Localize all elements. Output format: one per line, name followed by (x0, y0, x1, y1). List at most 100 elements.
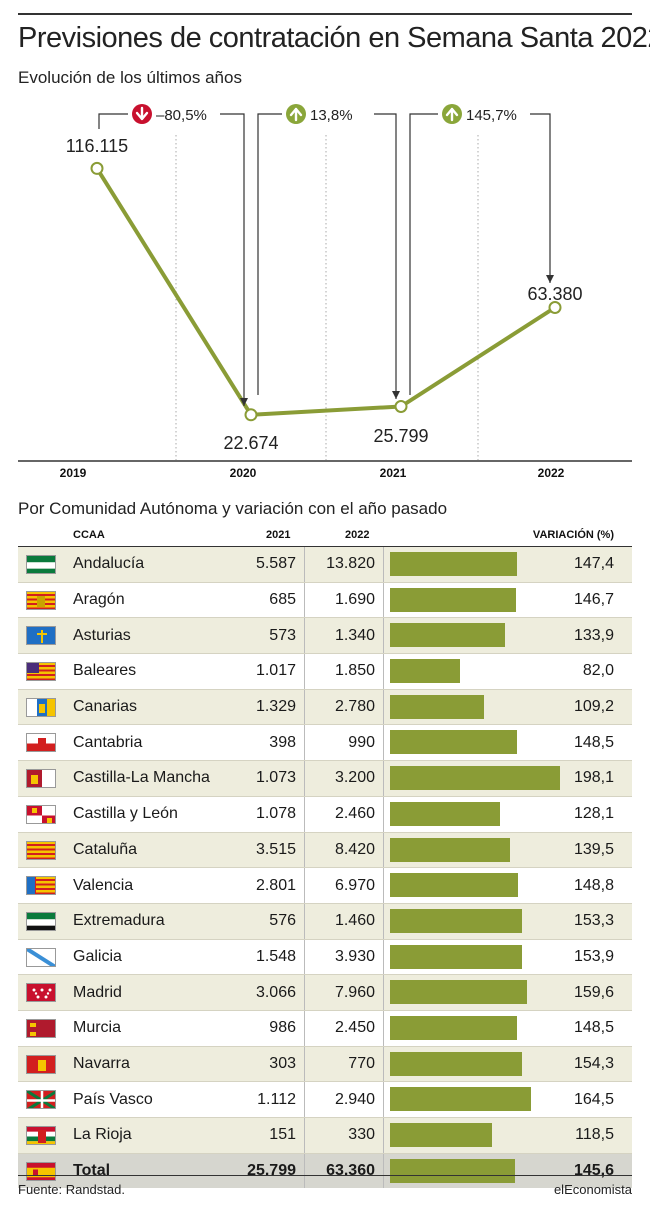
variation-bar (390, 908, 522, 933)
variation-bar (390, 801, 500, 826)
variation-value: 159,6 (573, 983, 614, 1001)
change-connector (98, 113, 128, 129)
value-2022: 7.960 (305, 975, 384, 1010)
value-2021: 576 (228, 903, 305, 939)
value-2021: 1.073 (228, 761, 305, 796)
variation-bar (390, 944, 523, 969)
x-tick-label: 2021 (380, 466, 407, 480)
variation-value: 198,1 (573, 769, 614, 787)
ccaa-name: Extremadura (73, 912, 165, 930)
table-row: País Vasco 1.112 2.940 164,5 (18, 1082, 632, 1118)
x-tick-label: 2019 (60, 466, 87, 480)
series-line (95, 167, 557, 417)
table-section-title: Por Comunidad Autónoma y variación con e… (18, 499, 448, 518)
variation-value: 164,5 (573, 1090, 614, 1108)
value-2022: 3.200 (305, 761, 384, 796)
header-ccaa: CCAA (73, 529, 105, 541)
value-2022: 2.460 (305, 796, 384, 832)
table-row: Madrid 3.066 7.960 159,6 (18, 975, 632, 1011)
arrowhead-icon (546, 275, 554, 283)
value-2022: 1.460 (305, 903, 384, 939)
variation-value: 148,8 (573, 876, 614, 894)
value-2021: 986 (228, 1010, 305, 1046)
data-label: 63.380 (527, 284, 582, 304)
variation-bar (390, 873, 518, 898)
variation-value: 146,7 (573, 591, 614, 609)
value-2022: 2.940 (305, 1082, 384, 1117)
bottom-rule (18, 1175, 632, 1176)
top-rule (18, 13, 632, 15)
value-2022: 990 (305, 725, 384, 761)
ccaa-name: Aragón (73, 591, 125, 609)
value-2022: 2.780 (305, 689, 384, 725)
value-2022: 770 (305, 1046, 384, 1082)
variation-bar (390, 1015, 518, 1040)
value-2021: 3.066 (228, 975, 305, 1010)
ccaa-name: Asturias (73, 626, 131, 644)
table-row: La Rioja 151 330 118,5 (18, 1118, 632, 1154)
galicia-flag (26, 947, 56, 967)
source-note: Fuente: Randstad. (18, 1182, 125, 1197)
madrid-flag (26, 983, 56, 1003)
value-2022: 13.820 (305, 547, 384, 582)
variation-bar (390, 587, 516, 612)
change-connector (257, 113, 282, 395)
value-2021: 151 (228, 1118, 305, 1153)
table-row: Aragón 685 1.690 146,7 (18, 582, 632, 619)
data-label: 25.799 (373, 426, 428, 446)
variation-value: 145,6 (573, 1162, 614, 1180)
variation-value: 82,0 (582, 662, 614, 680)
page-title: Previsiones de contratación en Semana Sa… (18, 22, 650, 54)
variation-bar (390, 837, 510, 862)
change-label: 13,8% (310, 107, 353, 124)
variation-bar (390, 1087, 532, 1112)
data-label: 116.115 (66, 136, 128, 156)
variation-bar (390, 1123, 492, 1147)
ccaa-name: País Vasco (73, 1090, 153, 1108)
value-2021: 5.587 (228, 547, 305, 582)
variation-value: 118,5 (575, 1126, 614, 1144)
navarra-flag (26, 1054, 56, 1074)
value-2021: 2.801 (228, 868, 305, 903)
ccaa-name: Murcia (73, 1019, 122, 1037)
table-row: Extremadura 576 1.460 153,3 (18, 903, 632, 940)
castilla-y-leon-flag (26, 804, 56, 824)
table-row: Galicia 1.548 3.930 153,9 (18, 939, 632, 976)
arrow-glyph (135, 106, 149, 121)
variation-value: 148,5 (573, 733, 614, 751)
change-label: –80,5% (156, 107, 207, 124)
baleares-flag (26, 662, 56, 682)
variation-value: 109,2 (573, 698, 614, 716)
ccaa-name: Andalucía (73, 555, 145, 573)
variation-bar (390, 980, 527, 1005)
table-row: Asturias 573 1.340 133,9 (18, 618, 632, 655)
variation-bar (390, 694, 484, 719)
cataluna-flag (26, 840, 56, 860)
x-tick-label: 2020 (230, 466, 257, 480)
value-2022: 8.420 (305, 832, 384, 868)
arrow-glyph (289, 107, 303, 122)
arrow-glyph (445, 107, 459, 122)
data-point (548, 301, 562, 314)
change-arrow (374, 113, 397, 399)
value-2021: 685 (228, 582, 305, 618)
variation-bar (390, 730, 518, 755)
valencia-flag (26, 876, 56, 896)
andalucia-flag (26, 555, 56, 574)
change-label: 145,7% (466, 107, 517, 124)
header-2021: 2021 (266, 529, 291, 541)
variation-bar (390, 623, 505, 648)
table-row: Navarra 303 770 154,3 (18, 1046, 632, 1083)
variation-bar (390, 1158, 515, 1183)
chart-subtitle: Evolución de los últimos años (18, 68, 242, 87)
value-2021: 1.017 (228, 654, 305, 689)
table-row: Castilla y León 1.078 2.460 128,1 (18, 796, 632, 833)
ccaa-name: Castilla y León (73, 805, 178, 823)
variation-value: 128,1 (573, 805, 614, 823)
arrowhead-icon (392, 391, 400, 399)
table-row: Murcia 986 2.450 148,5 (18, 1010, 632, 1047)
table-header: CCAA 2021 2022 VARIACIÓN (%) (18, 523, 632, 547)
variation-value: 133,9 (573, 626, 614, 644)
castilla-la-mancha-flag (26, 769, 56, 789)
ccaa-table: CCAA 2021 2022 VARIACIÓN (%) Andalucía 5.… (18, 523, 632, 1189)
